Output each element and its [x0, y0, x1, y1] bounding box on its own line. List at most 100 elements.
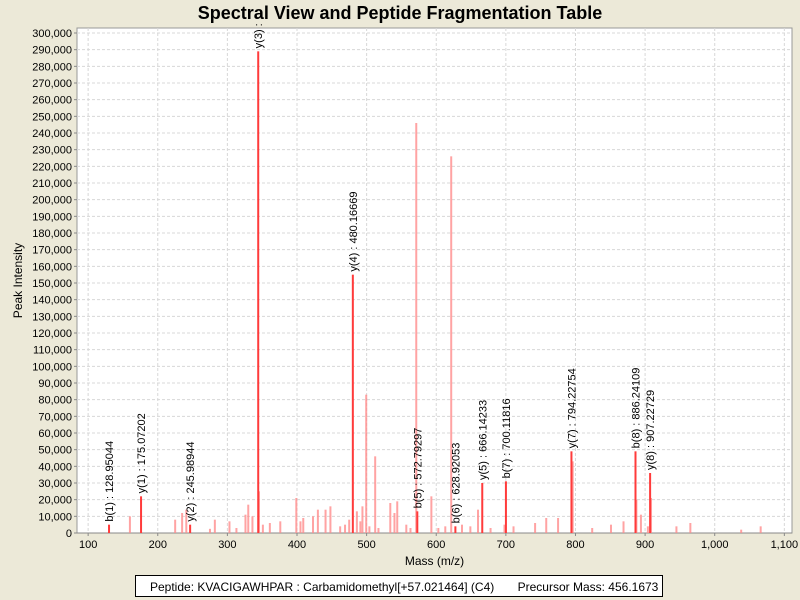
peaks-group: b(1) : 128.95044 y(1) : 175.07202 y(2) : 2… — [104, 23, 762, 533]
peak-bar — [261, 524, 264, 533]
peak-bar — [355, 511, 358, 533]
peak-bar — [365, 394, 368, 533]
peak-annotation-label: y(2) : 245.98944 — [185, 442, 197, 522]
peak-bar — [405, 524, 408, 533]
peak-bar — [489, 528, 492, 533]
y-tick-label: 260,000 — [32, 95, 72, 107]
peak-bar — [235, 528, 238, 533]
peak-bar — [512, 526, 515, 533]
peak-annotation-label: b(1) : 128.95044 — [104, 441, 116, 522]
x-tick-label: 400 — [288, 539, 306, 551]
peak-annotation-label: b(8) : 886.24109 — [630, 368, 642, 449]
annotated-peak-bar — [108, 524, 111, 533]
x-tick-label: 300 — [218, 539, 236, 551]
peak-bar — [415, 123, 418, 533]
peak-bar — [374, 456, 377, 533]
y-tick-label: 50,000 — [38, 445, 72, 457]
peak-bar — [396, 501, 399, 533]
x-tick-label: 1,100 — [771, 539, 799, 551]
y-tick-label: 280,000 — [32, 61, 72, 73]
peak-bar — [389, 503, 392, 533]
peak-bar — [208, 528, 211, 533]
y-tick-label: 130,000 — [32, 311, 72, 323]
y-tick-label: 20,000 — [38, 495, 72, 507]
peak-bar — [295, 498, 298, 533]
peak-bar — [609, 524, 612, 533]
peak-bar — [461, 524, 463, 533]
precursor-mass: Precursor Mass: 456.1673 — [517, 580, 659, 594]
y-tick-label: 240,000 — [32, 128, 72, 140]
y-tick-label: 200,000 — [32, 195, 72, 207]
peak-bar — [557, 518, 560, 533]
peak-bar — [244, 514, 247, 533]
peak-bar — [339, 526, 342, 533]
peak-bar — [361, 506, 364, 533]
annotated-peak-bar — [351, 274, 354, 533]
peak-annotation-label: y(1) : 175.07202 — [136, 413, 148, 493]
peak-annotation-label: y(4) : 480.16669 — [348, 192, 360, 272]
y-tick-label: 180,000 — [32, 228, 72, 240]
y-tick-label: 90,000 — [38, 378, 72, 390]
annotated-peak-bar — [189, 524, 192, 533]
y-tick-label: 230,000 — [32, 145, 72, 157]
peak-bar — [759, 526, 762, 533]
peak-bar — [368, 526, 371, 533]
peak-bar — [450, 156, 453, 533]
peak-bar — [639, 514, 642, 533]
peak-bar — [268, 523, 271, 533]
peak-bar — [469, 526, 472, 533]
y-tick-label: 40,000 — [38, 461, 72, 473]
y-tick-label: 170,000 — [32, 245, 72, 257]
y-tick-label: 150,000 — [32, 278, 72, 290]
peak-annotation-label: b(6) : 628.92053 — [450, 443, 462, 524]
peak-bar — [329, 506, 332, 533]
annotated-peak-bar — [257, 51, 260, 533]
peak-annotation-label: b(7) : 700.11816 — [501, 398, 513, 478]
peak-bar — [312, 516, 315, 533]
peak-bar — [359, 521, 362, 533]
peak-bar — [689, 523, 692, 533]
x-tick-label: 600 — [427, 539, 445, 551]
x-tick-label: 500 — [357, 539, 375, 551]
y-tick-label: 0 — [66, 528, 72, 540]
y-tick-label: 160,000 — [32, 261, 72, 273]
y-tick-label: 80,000 — [38, 395, 72, 407]
y-tick-label: 60,000 — [38, 428, 72, 440]
y-tick-label: 220,000 — [32, 161, 72, 173]
peak-bar — [675, 526, 678, 533]
annotated-peak-bar — [649, 473, 652, 533]
y-tick-label: 110,000 — [33, 345, 72, 357]
peak-bar — [740, 529, 743, 533]
y-tick-label: 100,000 — [32, 361, 72, 373]
peak-bar — [181, 513, 184, 533]
peak-bar — [174, 519, 177, 533]
y-tick-label: 270,000 — [32, 78, 72, 90]
peak-bar — [571, 461, 574, 533]
y-tick-label: 290,000 — [32, 45, 72, 57]
x-tick-label: 900 — [636, 539, 654, 551]
y-tick-label: 30,000 — [38, 478, 72, 490]
peak-bar — [534, 523, 537, 533]
peak-bar — [503, 524, 506, 533]
peak-bar — [477, 509, 480, 533]
peak-bar — [247, 504, 250, 533]
x-tick-label: 800 — [566, 539, 584, 551]
x-tick-label: 100 — [79, 539, 97, 551]
y-tick-label: 300,000 — [32, 28, 72, 40]
y-tick-label: 120,000 — [32, 328, 72, 340]
annotated-peak-bar — [416, 511, 419, 533]
peak-bar — [444, 526, 447, 533]
peak-bar — [128, 516, 131, 533]
peak-bar — [316, 509, 319, 533]
y-tick-label: 70,000 — [38, 411, 72, 423]
peptide-info-box: Peptide: KVACIGAWHPAR : Carbamidomethyl[… — [135, 575, 663, 597]
peak-bar — [185, 509, 188, 533]
peak-bar — [251, 516, 254, 533]
peptide-info: Peptide: KVACIGAWHPAR : Carbamidomethyl[… — [150, 580, 495, 594]
y-tick-label: 10,000 — [38, 511, 72, 523]
peak-bar — [377, 528, 380, 533]
x-axis-label: Mass (m/z) — [405, 554, 464, 568]
peak-bar — [646, 526, 649, 533]
x-tick-label: 1,000 — [701, 539, 729, 551]
y-tick-label: 190,000 — [32, 211, 72, 223]
